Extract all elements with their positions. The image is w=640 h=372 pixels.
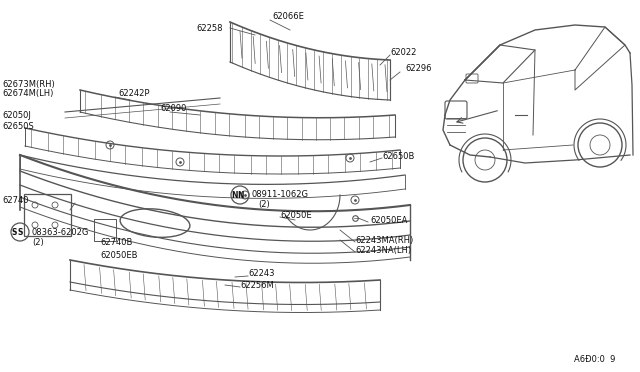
Text: 62256M: 62256M bbox=[240, 280, 274, 289]
Text: 62050EB: 62050EB bbox=[100, 250, 138, 260]
Text: S: S bbox=[11, 228, 17, 237]
Text: N: N bbox=[231, 190, 237, 199]
Text: 62090: 62090 bbox=[160, 103, 186, 112]
Text: 62050J: 62050J bbox=[2, 110, 31, 119]
Text: 08363-6202G: 08363-6202G bbox=[32, 228, 90, 237]
Text: 08911-1062G: 08911-1062G bbox=[252, 189, 309, 199]
Text: 62740: 62740 bbox=[2, 196, 29, 205]
Text: 62650S: 62650S bbox=[2, 122, 34, 131]
Text: N: N bbox=[237, 190, 243, 199]
Text: 62066E: 62066E bbox=[272, 12, 304, 20]
Text: 62243: 62243 bbox=[248, 269, 275, 279]
Text: 62258: 62258 bbox=[196, 23, 223, 32]
Text: 62050EA: 62050EA bbox=[370, 215, 408, 224]
Text: 62740B: 62740B bbox=[100, 237, 132, 247]
Text: (2): (2) bbox=[258, 199, 269, 208]
Text: 62243NA(LH): 62243NA(LH) bbox=[355, 246, 411, 254]
Text: 62243MA(RH): 62243MA(RH) bbox=[355, 235, 413, 244]
Text: 62296: 62296 bbox=[405, 64, 431, 73]
Text: 62650B: 62650B bbox=[382, 151, 414, 160]
Text: (2): (2) bbox=[32, 237, 44, 247]
Text: 62242P: 62242P bbox=[118, 89, 150, 97]
Text: S: S bbox=[17, 228, 22, 237]
Text: 62674M(LH): 62674M(LH) bbox=[2, 89, 53, 97]
Text: 62022: 62022 bbox=[390, 48, 417, 57]
Text: A6Ð0:0  9: A6Ð0:0 9 bbox=[573, 356, 615, 365]
Text: 62050E: 62050E bbox=[280, 211, 312, 219]
Text: 62673M(RH): 62673M(RH) bbox=[2, 80, 55, 89]
